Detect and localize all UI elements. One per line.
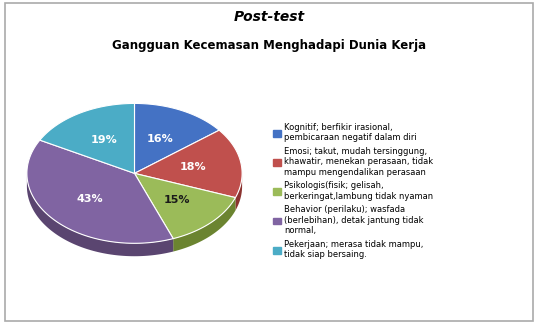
Text: 18%: 18%: [180, 162, 206, 172]
Polygon shape: [40, 103, 134, 173]
Text: 43%: 43%: [77, 194, 103, 204]
Text: 19%: 19%: [91, 135, 118, 145]
Polygon shape: [173, 198, 236, 251]
Text: 15%: 15%: [164, 195, 190, 205]
Text: 16%: 16%: [147, 134, 174, 144]
Polygon shape: [27, 140, 173, 243]
Polygon shape: [27, 173, 173, 256]
Polygon shape: [134, 103, 219, 173]
Polygon shape: [236, 173, 242, 211]
Text: Post-test: Post-test: [233, 10, 305, 24]
Text: Gangguan Kecemasan Menghadapi Dunia Kerja: Gangguan Kecemasan Menghadapi Dunia Kerj…: [112, 39, 426, 52]
Polygon shape: [134, 173, 236, 239]
Legend: Kognitif; berfikir irasional,
pembicaraan negatif dalam diri, Emosi; takut, muda: Kognitif; berfikir irasional, pembicaraa…: [273, 123, 433, 259]
Polygon shape: [134, 130, 242, 198]
